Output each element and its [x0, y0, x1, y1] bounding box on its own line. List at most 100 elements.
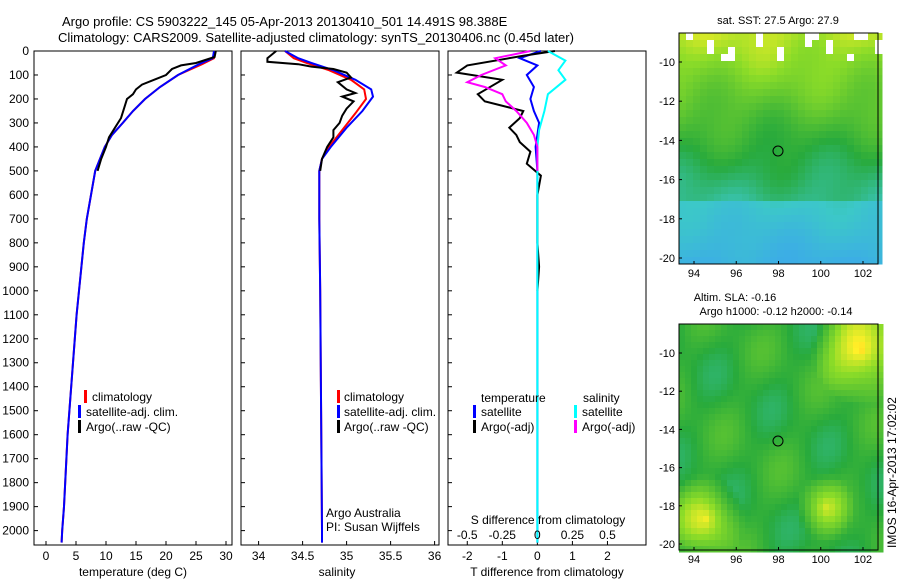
- map-cell: [714, 110, 722, 118]
- map-cell: [770, 138, 778, 146]
- map-cell: [714, 138, 722, 146]
- map-cell: [847, 152, 855, 160]
- map-cell: [739, 378, 746, 385]
- map-cell: [877, 336, 884, 343]
- map-cell: [793, 540, 800, 547]
- map-cell: [756, 68, 764, 76]
- map-cell: [733, 372, 740, 379]
- map-cell: [727, 462, 734, 469]
- map-cell: [757, 390, 764, 397]
- map-cell: [877, 384, 884, 391]
- map-cell: [877, 402, 884, 409]
- map-cell: [749, 82, 757, 90]
- map-cell: [784, 159, 792, 167]
- map-cell: [865, 456, 872, 463]
- map-cell: [733, 342, 740, 349]
- map-cell: [685, 534, 692, 541]
- map-cell: [703, 522, 710, 529]
- map-cell: [811, 354, 818, 361]
- map-cell: [868, 103, 876, 111]
- map-cell: [853, 474, 860, 481]
- map-cell: [685, 540, 692, 547]
- map-cell: [709, 336, 716, 343]
- map-cell: [868, 54, 876, 62]
- map-cell: [777, 33, 785, 41]
- map-cell: [763, 324, 770, 331]
- map-cell: [691, 366, 698, 373]
- map-cell: [703, 414, 710, 421]
- map-cell: [787, 330, 794, 337]
- map-cell: [781, 366, 788, 373]
- map-cell: [841, 390, 848, 397]
- map-cell: [865, 480, 872, 487]
- map-cell: [756, 208, 764, 216]
- map-cell: [793, 330, 800, 337]
- map-cell: [745, 510, 752, 517]
- map-cell: [679, 408, 686, 415]
- map-cell: [835, 414, 842, 421]
- map-cell: [721, 468, 728, 475]
- map-cell: [791, 61, 799, 69]
- map-cell: [745, 522, 752, 529]
- map-cell: [812, 187, 820, 195]
- map-cell: [871, 426, 878, 433]
- map-cell: [875, 138, 883, 146]
- map-cell: [770, 33, 778, 41]
- map-cell: [871, 510, 878, 517]
- map-cell: [679, 145, 687, 153]
- map-cell: [739, 414, 746, 421]
- map-cell: [777, 236, 785, 244]
- map-x-tick-label: 100: [812, 554, 830, 566]
- map-cell: [826, 138, 834, 146]
- map-cell: [840, 194, 848, 202]
- map-cell: [799, 330, 806, 337]
- map-cell: [853, 504, 860, 511]
- map-cell: [854, 166, 862, 174]
- map-cell: [847, 47, 855, 55]
- map-cell: [784, 68, 792, 76]
- map-cell: [798, 215, 806, 223]
- map-cell: [875, 250, 883, 258]
- map-cell: [833, 201, 841, 209]
- map-cell: [805, 124, 813, 132]
- y-tick-label: 700: [9, 212, 29, 226]
- map-cell: [769, 498, 776, 505]
- map-cell: [697, 402, 704, 409]
- map-cell: [877, 330, 884, 337]
- map-cell: [859, 528, 866, 535]
- map-cell: [847, 396, 854, 403]
- map-cell: [865, 468, 872, 475]
- map-cell: [739, 450, 746, 457]
- map-cell: [784, 138, 792, 146]
- map-cell: [798, 145, 806, 153]
- map-cell: [733, 330, 740, 337]
- map-cell: [877, 504, 884, 511]
- map-cell: [847, 438, 854, 445]
- map-cell: [770, 194, 778, 202]
- map-cell: [697, 438, 704, 445]
- map-cell: [728, 145, 736, 153]
- map-cell: [840, 215, 848, 223]
- map-cell: [805, 159, 813, 167]
- map-cell: [679, 215, 687, 223]
- y-tick-label: 100: [9, 68, 29, 82]
- map-cell: [679, 432, 686, 439]
- map-cell: [721, 166, 729, 174]
- map-cell: [693, 201, 701, 209]
- map-cell: [840, 173, 848, 181]
- map-cell: [693, 33, 701, 41]
- map-cell: [739, 534, 746, 541]
- map-cell: [829, 510, 836, 517]
- map-cell: [770, 40, 778, 48]
- map-cell: [700, 47, 708, 55]
- map-cell: [709, 510, 716, 517]
- map-cell: [728, 75, 736, 83]
- map-cell: [727, 528, 734, 535]
- map-cell: [833, 243, 841, 251]
- map-cell: [835, 366, 842, 373]
- map-cell: [763, 89, 771, 97]
- map-cell: [728, 54, 736, 62]
- map-cell: [749, 222, 757, 230]
- map-cell: [679, 342, 686, 349]
- map-cell: [751, 474, 758, 481]
